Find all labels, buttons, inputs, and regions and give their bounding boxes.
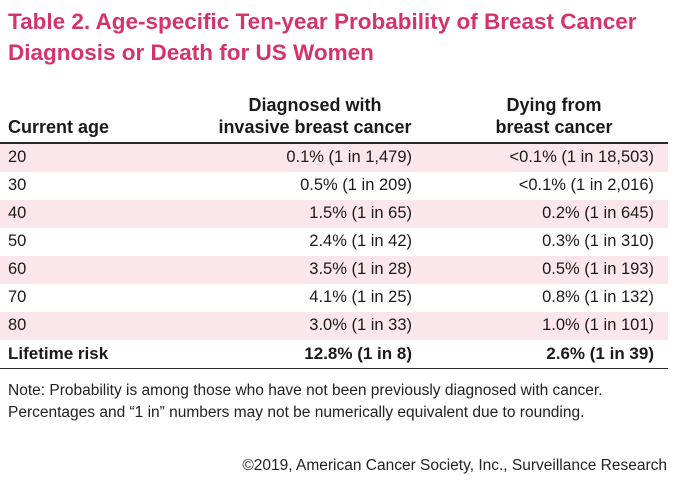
header-dying-line2: breast cancer bbox=[495, 117, 613, 137]
cell-diagnosed: 3.0% (1 in 33) bbox=[309, 316, 412, 334]
cell-age: 60 bbox=[8, 260, 27, 278]
cell-age: 70 bbox=[8, 288, 27, 306]
header-diagnosed: Diagnosed with invasive breast cancer bbox=[190, 94, 440, 138]
bottom-rule bbox=[0, 367, 668, 369]
cell-age: 40 bbox=[8, 204, 27, 222]
cell-diagnosed: 0.5% (1 in 209) bbox=[300, 176, 412, 194]
header-dying-line1: Dying from bbox=[506, 95, 602, 115]
cell-dying: 0.2% (1 in 645) bbox=[542, 204, 654, 222]
table-title: Table 2. Age-specific Ten-year Probabili… bbox=[8, 9, 637, 65]
cell-dying: 1.0% (1 in 101) bbox=[542, 316, 654, 334]
probability-table: Current age Diagnosed with invasive brea… bbox=[0, 88, 668, 369]
header-diagnosed-line2: invasive breast cancer bbox=[218, 117, 412, 137]
cell-diagnosed: 2.4% (1 in 42) bbox=[309, 232, 412, 250]
cell-age: 30 bbox=[8, 176, 27, 194]
cell-diagnosed: 4.1% (1 in 25) bbox=[309, 288, 412, 306]
table-row: 70 4.1% (1 in 25) 0.8% (1 in 132) bbox=[0, 284, 668, 312]
table-row: 80 3.0% (1 in 33) 1.0% (1 in 101) bbox=[0, 311, 668, 340]
table-row: 40 1.5% (1 in 65) 0.2% (1 in 645) bbox=[0, 199, 668, 228]
lifetime-risk-row: Lifetime risk 12.8% (1 in 8) 2.6% (1 in … bbox=[0, 340, 668, 368]
table-row: 60 3.5% (1 in 28) 0.5% (1 in 193) bbox=[0, 255, 668, 284]
cell-diagnosed: 1.5% (1 in 65) bbox=[309, 204, 412, 222]
cell-dying: <0.1% (1 in 18,503) bbox=[509, 148, 654, 166]
cell-dying: 0.5% (1 in 193) bbox=[542, 260, 654, 278]
cell-lifetime-dying: 2.6% (1 in 39) bbox=[546, 343, 654, 363]
header-dying: Dying from breast cancer bbox=[440, 94, 668, 138]
cell-diagnosed: 0.1% (1 in 1,479) bbox=[286, 148, 412, 166]
cell-dying: 0.3% (1 in 310) bbox=[542, 232, 654, 250]
table-header: Current age Diagnosed with invasive brea… bbox=[0, 88, 668, 138]
header-rule bbox=[0, 142, 668, 144]
cell-dying: <0.1% (1 in 2,016) bbox=[518, 176, 654, 194]
table-row: 50 2.4% (1 in 42) 0.3% (1 in 310) bbox=[0, 228, 668, 256]
cell-lifetime-diagnosed: 12.8% (1 in 8) bbox=[304, 343, 412, 363]
cell-age: 20 bbox=[8, 148, 27, 166]
table-row: 30 0.5% (1 in 209) <0.1% (1 in 2,016) bbox=[0, 172, 668, 200]
header-diagnosed-line1: Diagnosed with bbox=[248, 95, 382, 115]
table-note: Note: Probability is among those who hav… bbox=[8, 382, 603, 421]
cell-dying: 0.8% (1 in 132) bbox=[542, 288, 654, 306]
header-current-age: Current age bbox=[8, 117, 110, 137]
cell-age: 80 bbox=[8, 316, 27, 334]
cell-diagnosed: 3.5% (1 in 28) bbox=[309, 260, 412, 278]
copyright-credit: ©2019, American Cancer Society, Inc., Su… bbox=[242, 457, 667, 474]
cell-lifetime-label: Lifetime risk bbox=[8, 343, 109, 363]
cell-age: 50 bbox=[8, 232, 27, 250]
table-row: 20 0.1% (1 in 1,479) <0.1% (1 in 18,503) bbox=[0, 143, 668, 172]
